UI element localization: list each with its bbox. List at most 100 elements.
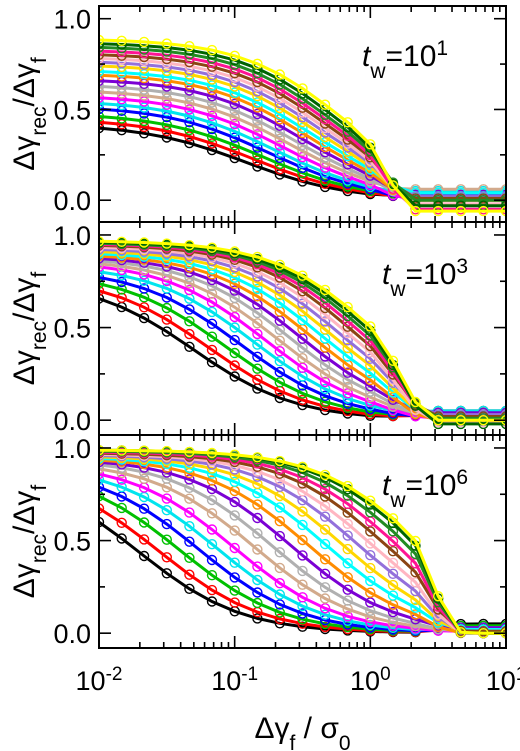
x-tick-label: 10-1 bbox=[211, 664, 258, 697]
data-point bbox=[274, 502, 285, 513]
data-point bbox=[206, 524, 218, 535]
data-point bbox=[99, 81, 105, 92]
data-point bbox=[500, 187, 506, 199]
data-point bbox=[274, 481, 285, 492]
data-point bbox=[410, 621, 421, 632]
data-point bbox=[206, 331, 218, 342]
data-point bbox=[365, 495, 376, 506]
y-tick-label: 0.0 bbox=[53, 406, 91, 436]
data-point bbox=[297, 270, 308, 281]
data-point bbox=[319, 554, 331, 565]
data-point bbox=[206, 144, 218, 156]
data-point bbox=[161, 534, 173, 545]
data-point bbox=[365, 139, 376, 150]
data-point bbox=[252, 122, 263, 133]
data-point bbox=[206, 475, 218, 486]
waiting-time-annotation: tw=106 bbox=[382, 466, 468, 512]
data-point bbox=[229, 126, 240, 137]
data-point bbox=[274, 392, 285, 404]
data-point bbox=[410, 535, 421, 547]
data-point bbox=[274, 607, 285, 618]
data-point bbox=[99, 278, 105, 289]
data-point bbox=[99, 474, 105, 485]
data-point bbox=[319, 524, 331, 535]
waiting-time-annotation: tw=103 bbox=[382, 255, 468, 301]
data-point bbox=[206, 242, 218, 253]
data-point bbox=[297, 306, 308, 317]
data-point bbox=[387, 568, 399, 579]
data-point bbox=[161, 314, 173, 325]
data-point bbox=[297, 353, 308, 364]
data-point bbox=[387, 513, 399, 524]
data-point bbox=[387, 606, 399, 618]
data-point bbox=[99, 86, 105, 98]
data-point bbox=[99, 42, 105, 53]
data-point bbox=[161, 125, 173, 137]
data-point bbox=[184, 316, 195, 327]
data-point bbox=[342, 530, 353, 541]
data-point bbox=[387, 180, 399, 191]
data-point bbox=[319, 609, 331, 620]
data-point bbox=[274, 613, 285, 625]
x-tick-label: 10-2 bbox=[76, 664, 123, 697]
data-point bbox=[99, 481, 105, 493]
data-point bbox=[206, 494, 218, 506]
data-point bbox=[274, 516, 285, 527]
data-point bbox=[161, 119, 173, 131]
data-point bbox=[229, 87, 240, 98]
data-point bbox=[387, 546, 399, 557]
data-point bbox=[206, 318, 218, 329]
data-point bbox=[99, 445, 105, 456]
data-point bbox=[365, 507, 376, 518]
y-tick-label: 0.5 bbox=[53, 314, 91, 344]
data-point bbox=[342, 359, 353, 371]
data-point bbox=[229, 496, 240, 508]
data-point bbox=[297, 506, 308, 517]
y-tick-label: 1.0 bbox=[53, 221, 91, 251]
y-tick-label: 0.0 bbox=[53, 186, 91, 216]
data-point bbox=[206, 131, 218, 143]
data-point bbox=[274, 366, 285, 378]
data-point bbox=[274, 346, 285, 357]
data-point bbox=[365, 367, 376, 379]
series-line-5 bbox=[99, 270, 506, 414]
data-point bbox=[252, 291, 263, 302]
data-point bbox=[206, 117, 218, 129]
data-point bbox=[116, 533, 127, 544]
data-point bbox=[297, 486, 308, 497]
x-axis-label: Δγf / σ0 bbox=[254, 712, 350, 751]
data-point bbox=[161, 552, 173, 563]
data-point bbox=[116, 445, 127, 456]
data-point bbox=[319, 582, 331, 593]
data-point bbox=[410, 205, 421, 217]
data-point bbox=[433, 591, 444, 602]
data-point bbox=[365, 587, 376, 598]
y-axis-label: Δγrec/Δγf bbox=[8, 272, 51, 386]
data-point bbox=[297, 298, 308, 309]
data-point bbox=[455, 205, 466, 217]
data-point bbox=[229, 246, 240, 257]
data-point bbox=[319, 316, 331, 327]
data-point bbox=[274, 126, 285, 138]
data-point bbox=[206, 103, 218, 115]
data-point bbox=[410, 396, 421, 408]
data-point bbox=[99, 75, 105, 86]
data-point bbox=[297, 519, 308, 531]
data-point bbox=[252, 587, 263, 598]
data-point bbox=[342, 117, 353, 128]
data-point bbox=[274, 377, 285, 388]
data-point bbox=[252, 478, 263, 490]
data-point bbox=[229, 111, 240, 123]
data-point bbox=[342, 328, 353, 339]
data-point bbox=[342, 388, 353, 399]
data-point bbox=[99, 516, 105, 528]
data-point bbox=[455, 415, 466, 426]
data-point bbox=[252, 108, 263, 120]
series-line-11 bbox=[99, 70, 506, 195]
data-point bbox=[274, 455, 285, 467]
data-point bbox=[252, 129, 263, 140]
data-point bbox=[274, 140, 285, 151]
data-point bbox=[342, 543, 353, 555]
data-point bbox=[99, 111, 105, 122]
